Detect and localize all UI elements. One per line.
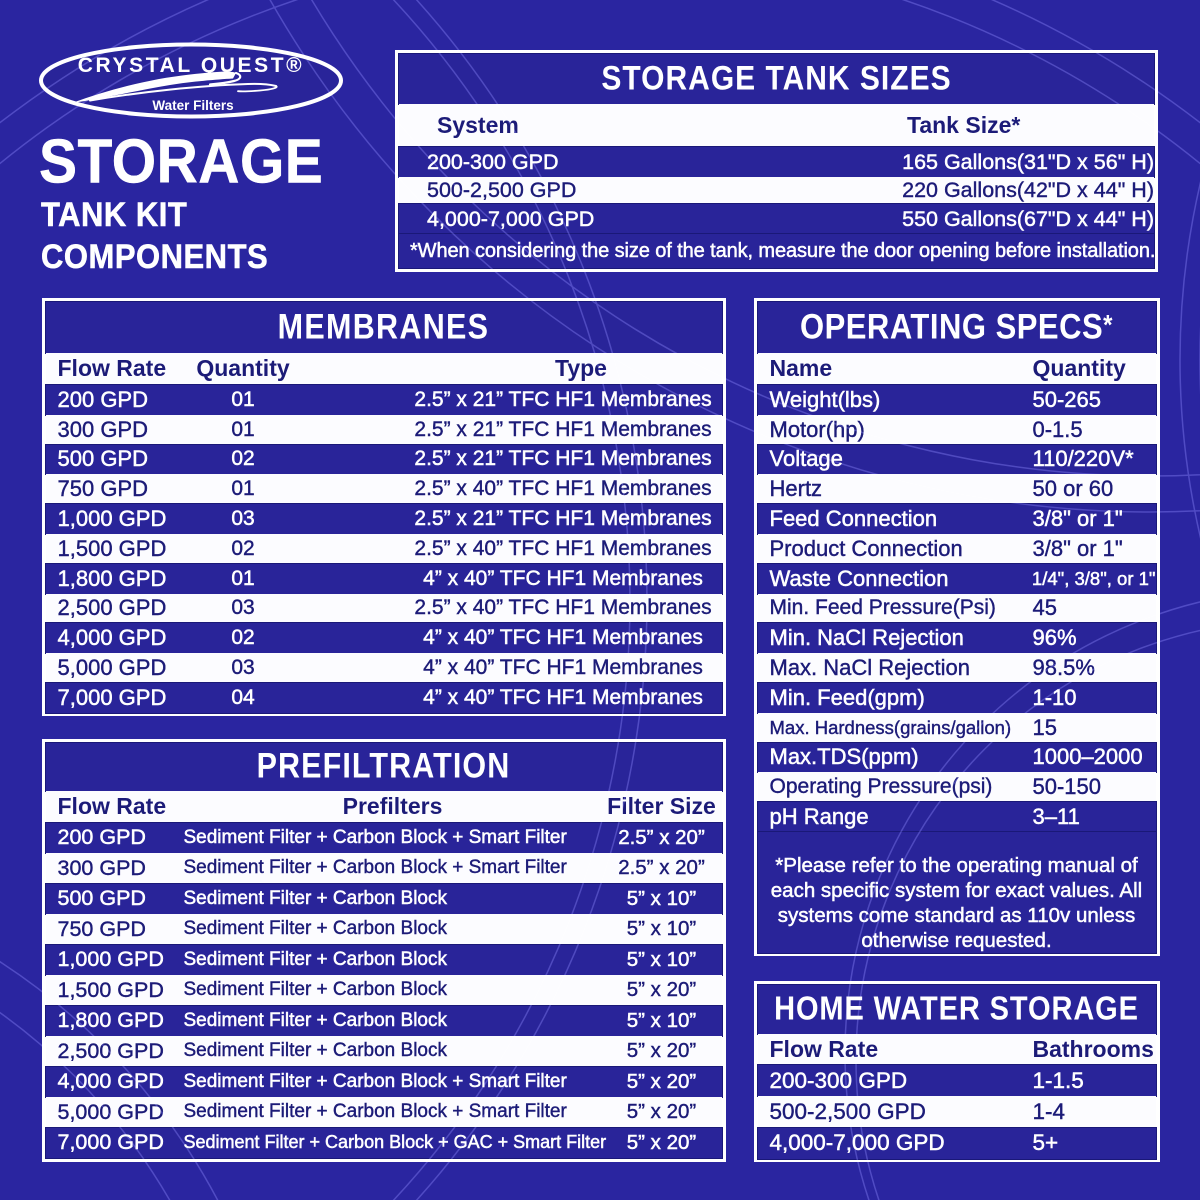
svg-text:Water Filters: Water Filters	[152, 98, 233, 113]
svg-text:CRYSTAL QUEST®: CRYSTAL QUEST®	[78, 54, 305, 77]
